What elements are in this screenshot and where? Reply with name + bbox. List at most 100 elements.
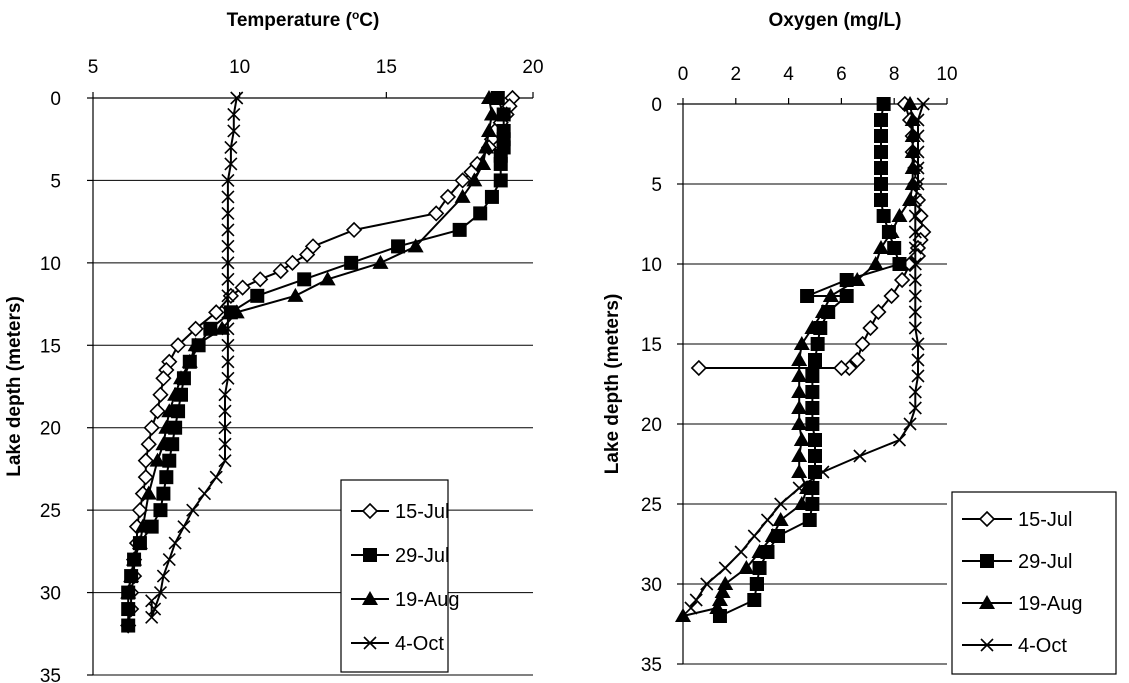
data-point (478, 139, 495, 154)
data-point (230, 91, 244, 105)
data-point (496, 107, 511, 122)
data-point (137, 452, 154, 469)
data-point (805, 401, 820, 415)
data-point (186, 503, 200, 517)
data-point (904, 128, 921, 142)
data-point (876, 209, 891, 223)
y-tick-label: 35 (40, 666, 61, 683)
y-tick-label: 25 (641, 495, 662, 516)
y-tick-label: 20 (641, 415, 662, 436)
series-line (150, 97, 238, 618)
data-point (493, 156, 508, 171)
data-point (839, 289, 854, 303)
data-point (903, 417, 917, 431)
data-point (173, 370, 189, 385)
data-point (407, 238, 424, 253)
data-point (908, 289, 922, 303)
data-point (791, 416, 808, 430)
data-point (718, 561, 732, 575)
data-point (221, 371, 235, 385)
data-point (227, 124, 241, 138)
data-point (221, 338, 235, 352)
series-15-Jul (120, 89, 521, 634)
y-tick-label: 25 (40, 501, 61, 522)
series-29-Jul (121, 91, 511, 633)
data-point (908, 225, 922, 239)
data-point (153, 503, 168, 518)
data-point (224, 140, 238, 155)
y-tick-label: 5 (50, 171, 61, 192)
data-point (221, 173, 235, 187)
data-point (902, 96, 919, 110)
y-tick-label: 5 (651, 175, 662, 196)
data-point (221, 272, 235, 286)
data-point (774, 497, 788, 511)
series-line (719, 103, 901, 617)
data-point (891, 208, 908, 222)
legend-label: 15-Jul (395, 501, 449, 523)
data-point (916, 97, 930, 111)
data-point (799, 480, 816, 494)
y-axis-title: Lake depth (meters) (4, 296, 25, 477)
data-point (152, 386, 169, 403)
data-point (873, 240, 889, 254)
data-point (221, 355, 235, 369)
data-point (892, 433, 907, 447)
data-point (161, 403, 178, 418)
data-point (145, 594, 159, 608)
data-point (752, 561, 767, 575)
data-point (870, 303, 887, 321)
data-point (874, 161, 888, 175)
data-point (227, 107, 241, 122)
y-axis-title: Lake depth (meters) (602, 294, 623, 475)
data-point (428, 205, 445, 222)
legend-marker (978, 510, 996, 528)
data-point (854, 335, 871, 353)
data-point (218, 454, 232, 468)
data-point (156, 569, 170, 583)
legend: 15-Jul 29-Jul 19-Aug 4-Oct (951, 491, 1117, 675)
data-point (131, 535, 148, 550)
x-tick-label: 5 (88, 57, 99, 78)
data-point (751, 544, 768, 558)
data-point (791, 352, 808, 366)
data-point (140, 436, 157, 453)
data-point (793, 336, 810, 350)
data-point (805, 497, 820, 511)
data-point (224, 157, 238, 171)
data-point (675, 608, 691, 622)
data-point (911, 145, 925, 159)
data-point (162, 453, 177, 468)
data-point (221, 322, 235, 336)
data-point (221, 206, 235, 220)
data-point (137, 469, 154, 486)
y-tick-label: 30 (40, 584, 61, 605)
data-point (481, 122, 497, 137)
data-point (177, 520, 191, 534)
legend-label: 29-Jul (1018, 551, 1072, 573)
data-point (149, 452, 166, 467)
data-point (802, 513, 817, 527)
chart-panel-2: 0 2 4 6 8 10 0 5 10 15 20 25 30 35 Oxygen (mg/L) Lake d… (602, 10, 1117, 676)
data-point (284, 254, 301, 271)
data-point (791, 464, 808, 478)
legend-label: 19-Aug (1018, 593, 1083, 615)
x-tick-label: 15 (376, 57, 397, 78)
legend-label: 19-Aug (395, 589, 460, 611)
data-point (849, 351, 866, 369)
data-point (904, 144, 921, 158)
series-line (690, 103, 925, 609)
data-point (466, 172, 483, 187)
y-tick-label: 0 (651, 95, 662, 116)
data-point (131, 502, 149, 519)
data-point (908, 209, 922, 223)
legend-marker (979, 595, 995, 609)
data-point (791, 368, 808, 382)
data-point (221, 305, 235, 319)
data-point (853, 449, 867, 463)
data-point (121, 618, 136, 633)
data-point (287, 287, 304, 302)
data-point (250, 288, 265, 303)
